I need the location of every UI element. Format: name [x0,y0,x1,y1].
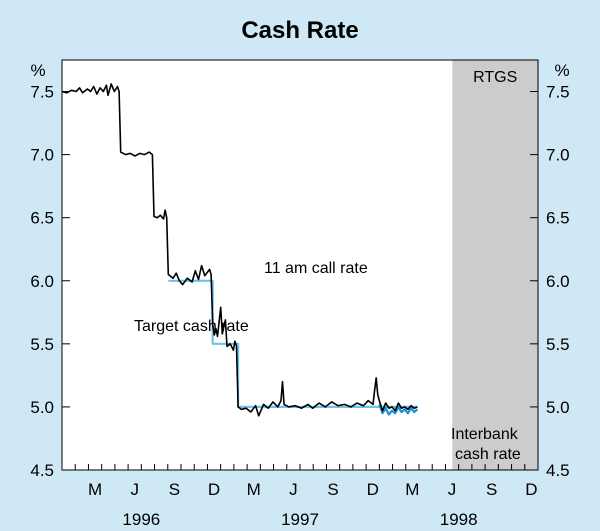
y-tick-label-right: 6.0 [546,272,570,291]
series-layer [61,83,419,417]
annotation-interbank-line2: cash rate [455,446,521,463]
x-tick-label: M [247,480,261,499]
y-axis-right: 4.5 5.0 5.5 6.0 6.5 7.0 7.5 [530,83,570,480]
y-tick-label-right: 5.0 [546,398,570,417]
series-line-11-am-call-rate [61,83,418,417]
x-tick-label: J [130,480,139,499]
annotation-call-rate: 11 am call rate [264,260,368,277]
y-tick-label-left: 5.5 [30,335,54,354]
year-label: 1996 [122,510,160,529]
y-tick-label-left: 7.0 [30,146,54,165]
y-unit-left: % [30,61,45,80]
y-tick-label-right: 6.5 [546,209,570,228]
x-tick-label: D [367,480,379,499]
y-tick-label-left: 7.5 [30,83,54,102]
x-tick-label: J [289,480,298,499]
series-line-interbank-cash-rate [378,404,419,416]
y-tick-label-right: 7.5 [546,83,570,102]
y-axis-left: 4.5 5.0 5.5 6.0 6.5 7.0 7.5 [30,83,70,480]
x-tick-label: M [88,480,102,499]
year-label: 1997 [281,510,319,529]
rtgs-shaded-region [452,60,538,470]
annotation-interbank-line1: Interbank [451,426,519,443]
y-tick-label-left: 5.0 [30,398,54,417]
x-tick-label: S [327,480,338,499]
year-label: 1998 [440,510,478,529]
y-tick-label-left: 6.0 [30,272,54,291]
x-tick-label: D [208,480,220,499]
x-axis: M J S D M J S D M J S D 1996 1997 1998 [61,464,539,529]
y-tick-label-right: 4.5 [546,461,570,480]
x-tick-label: D [525,480,537,499]
x-tick-label: M [405,480,419,499]
series-line-target-cash-rate [168,279,418,408]
y-unit-right: % [554,61,569,80]
chart-title: Cash Rate [241,17,358,44]
annotation-target-rate: Target cash rate [134,318,249,335]
y-tick-label-right: 7.0 [546,146,570,165]
x-tick-label: S [486,480,497,499]
y-tick-label-left: 4.5 [30,461,54,480]
y-tick-label-left: 6.5 [30,209,54,228]
y-tick-label-right: 5.5 [546,335,570,354]
rtgs-label: RTGS [473,69,517,86]
x-tick-label: J [448,480,457,499]
x-tick-label: S [169,480,180,499]
